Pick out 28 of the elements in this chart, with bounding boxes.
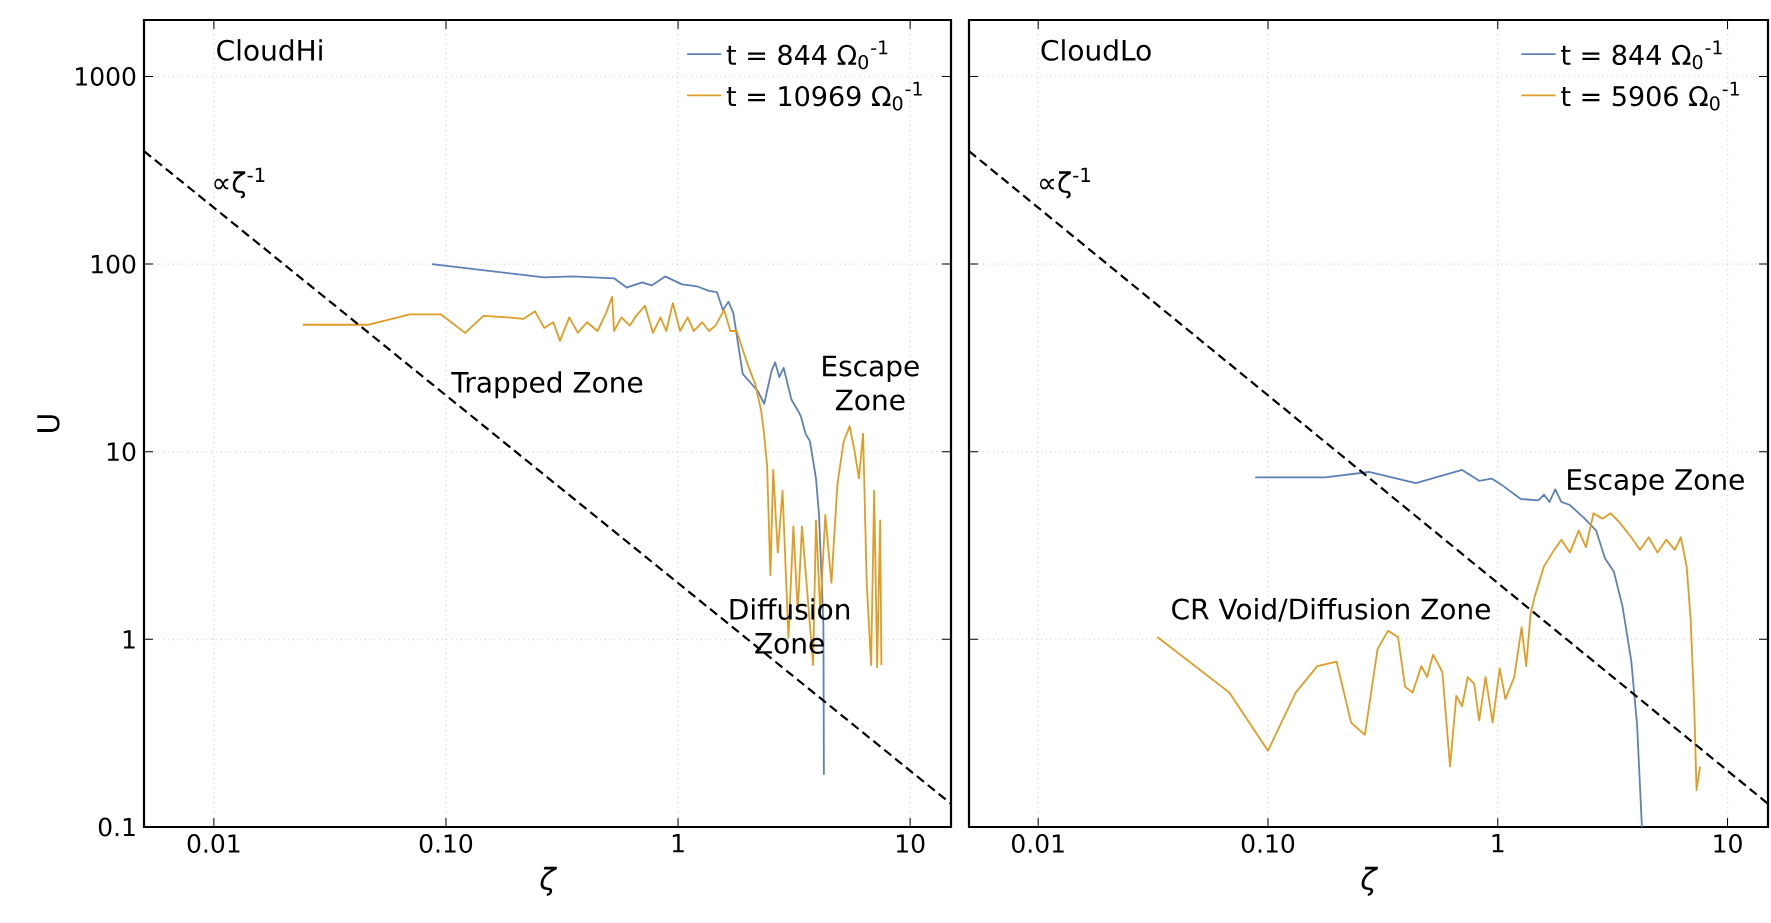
annotation: Trapped Zone <box>451 371 643 399</box>
x-tick-label: 1 <box>1492 834 1504 853</box>
annotation: ∝ζ$^{-1}$ <box>214 167 265 199</box>
x-tick-label: 0.01 <box>187 834 240 853</box>
x-tick-label: 0.10 <box>419 834 473 853</box>
y-tick-label: 100 <box>91 254 136 274</box>
x-tick-label: 1 <box>672 834 684 853</box>
x-tick-label: 0.01 <box>1012 834 1064 853</box>
annotation: CR Void/Diffusion Zone <box>1172 597 1490 622</box>
y-axis-title: U <box>37 415 60 432</box>
annotation: CloudLo <box>1041 39 1151 61</box>
legend-label: t = 10969 Ω$_{0}$-1 <box>726 81 922 111</box>
annotation: Escape Zone <box>823 355 919 411</box>
annotation: ∝ζ$^{-1}$ <box>1040 167 1090 199</box>
x-axis-title: ζ <box>1361 866 1379 896</box>
y-tick-label: 0.1 <box>98 817 135 837</box>
x-axis-title: ζ <box>540 866 558 896</box>
x-tick-label: 10 <box>896 834 925 853</box>
y-tick-label: 10 <box>107 442 136 462</box>
y-tick-label: 1 <box>123 630 135 649</box>
annotation: CloudHi <box>217 39 322 61</box>
x-tick-label: 0.10 <box>1241 834 1295 853</box>
y-tick-label: 1000 <box>76 67 136 86</box>
legend-label: t = 844 Ω$_{0}$-1 <box>726 40 888 70</box>
legend-label: t = 844 Ω$_{0}$-1 <box>1561 40 1722 70</box>
annotation: Escape Zone <box>1568 469 1744 496</box>
legend-label: t = 5906 Ω$_{0}$-1 <box>1561 81 1739 111</box>
x-tick-label: 10 <box>1714 834 1742 853</box>
